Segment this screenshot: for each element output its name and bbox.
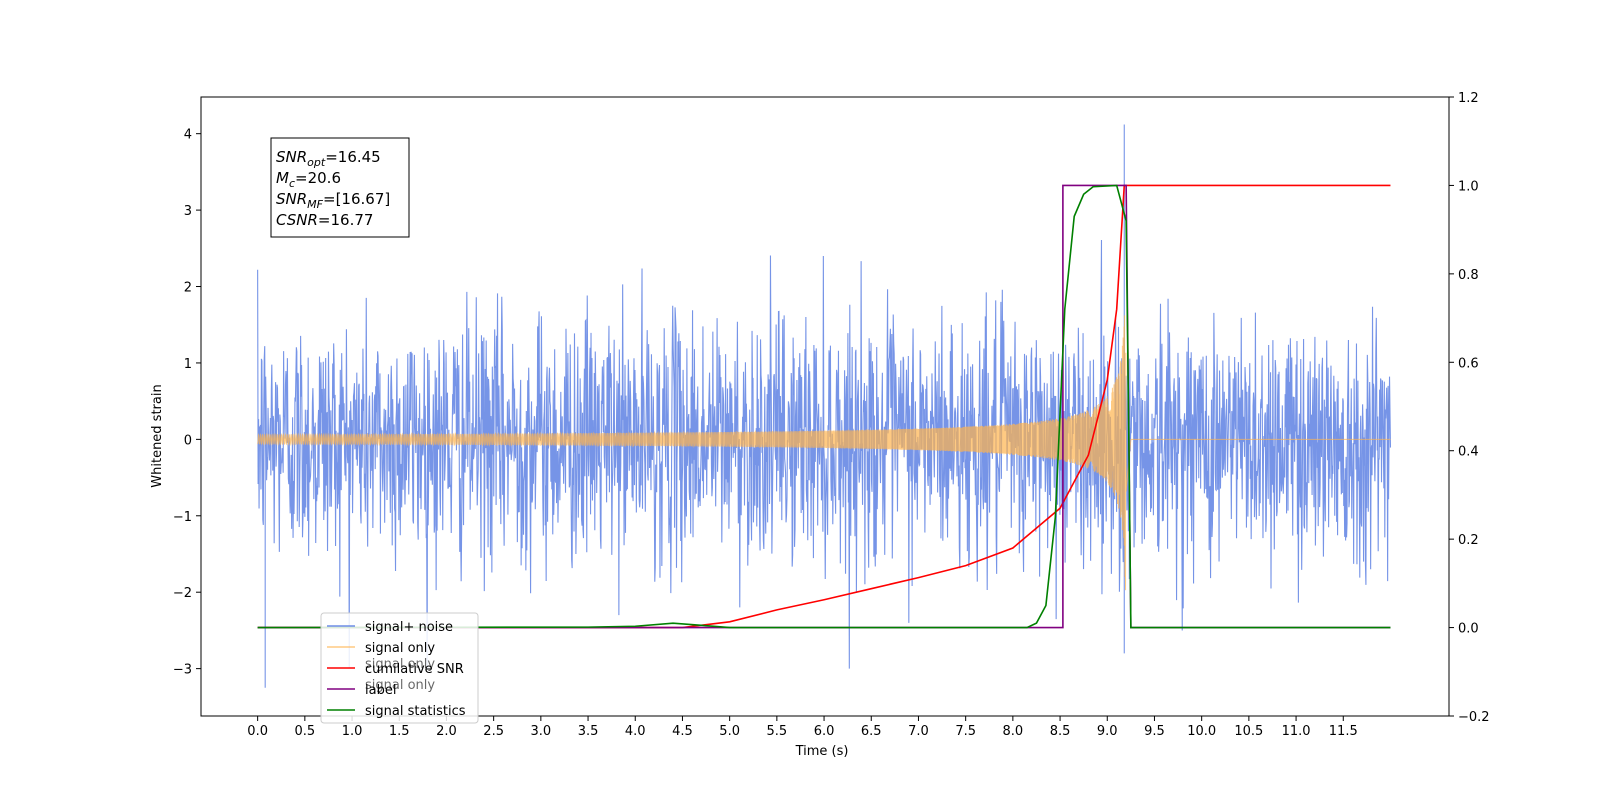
x-tick-label: 6.5 bbox=[861, 724, 882, 739]
annotation-frame bbox=[270, 137, 410, 238]
annotation-line: Mc=20.6 bbox=[276, 169, 341, 190]
x-tick-label: 9.0 bbox=[1097, 724, 1118, 739]
y2-tick-label: 0.0 bbox=[1458, 622, 1479, 637]
y2-tick-label: −0.2 bbox=[1458, 710, 1490, 725]
legend-label: signal statistics bbox=[365, 704, 466, 719]
series-line-0 bbox=[257, 124, 1392, 688]
x-tick-label: 1.5 bbox=[389, 724, 410, 739]
axes-layer: 0.0 0.5 1.0 1.5 2.0 2.5 3.0 3.5 4.0 4.5 5.0 5.5 6.0 6… bbox=[173, 91, 1490, 739]
x-tick-label: 7.5 bbox=[955, 724, 976, 739]
x-tick-label: 0.5 bbox=[294, 724, 315, 739]
x-tick-label: 11.5 bbox=[1329, 724, 1358, 739]
x-tick-label: 3.5 bbox=[578, 724, 599, 739]
series-line-2 bbox=[257, 184, 1391, 629]
legend-ghost-text: signal only bbox=[365, 657, 435, 672]
x-tick-label: 10.5 bbox=[1234, 724, 1263, 739]
legend-ghost-text: signal only bbox=[365, 678, 435, 693]
legend-label: label bbox=[365, 683, 396, 698]
y2-tick-label: 1.0 bbox=[1458, 179, 1479, 194]
y-tick-label: 2 bbox=[184, 281, 192, 296]
y-tick-label: 3 bbox=[184, 204, 192, 219]
x-tick-label: 2.5 bbox=[483, 724, 504, 739]
y2-tick-label: 0.8 bbox=[1458, 268, 1479, 283]
y-tick-label: 0 bbox=[184, 433, 192, 448]
x-tick-label: 4.5 bbox=[672, 724, 693, 739]
x-tick-label: 0.0 bbox=[247, 724, 268, 739]
x-tick-label: 3.0 bbox=[531, 724, 552, 739]
x-tick-label: 8.5 bbox=[1050, 724, 1071, 739]
y-tick-label: −2 bbox=[173, 586, 192, 601]
annotation-line: SNRMF=[16.67] bbox=[276, 190, 390, 211]
x-tick-label: 6.0 bbox=[814, 724, 835, 739]
annotation-box: SNRopt=16.45Mc=20.6SNRMF=[16.67]CSNR=16.… bbox=[270, 137, 410, 238]
y-tick-label: 1 bbox=[184, 357, 192, 372]
series-layer bbox=[257, 124, 1392, 688]
y2-tick-label: 1.2 bbox=[1458, 91, 1479, 106]
legend-label: signal+ noise bbox=[365, 620, 453, 635]
x-tick-label: 4.0 bbox=[625, 724, 646, 739]
x-tick-label: 9.5 bbox=[1144, 724, 1165, 739]
legend-label: signal only bbox=[365, 641, 435, 656]
x-tick-label: 10.0 bbox=[1187, 724, 1216, 739]
y-axis-label: Whitened strain bbox=[150, 384, 165, 487]
x-tick-label: 11.0 bbox=[1282, 724, 1311, 739]
annotation-line: SNRopt=16.45 bbox=[276, 148, 381, 169]
x-tick-label: 5.5 bbox=[767, 724, 788, 739]
annotation-line: CSNR=16.77 bbox=[276, 211, 373, 229]
x-tick-label: 7.0 bbox=[908, 724, 929, 739]
y2-tick-label: 0.2 bbox=[1458, 533, 1479, 548]
plot-frame bbox=[200, 96, 1450, 717]
x-tick-label: 2.0 bbox=[436, 724, 457, 739]
x-axis-label: Time (s) bbox=[795, 744, 849, 759]
y2-tick-label: 0.6 bbox=[1458, 356, 1479, 371]
legend-label: cumilative SNR bbox=[365, 662, 464, 677]
x-tick-label: 1.0 bbox=[342, 724, 363, 739]
x-tick-label: 5.0 bbox=[719, 724, 740, 739]
series-line-4 bbox=[257, 184, 1391, 629]
y-tick-label: −3 bbox=[173, 663, 192, 678]
y-tick-label: −1 bbox=[173, 510, 192, 525]
legend-frame bbox=[320, 612, 479, 724]
y2-tick-label: 0.4 bbox=[1458, 445, 1479, 460]
series-line-1 bbox=[257, 315, 1391, 591]
x-tick-label: 8.0 bbox=[1003, 724, 1024, 739]
y-tick-label: 4 bbox=[184, 128, 192, 143]
